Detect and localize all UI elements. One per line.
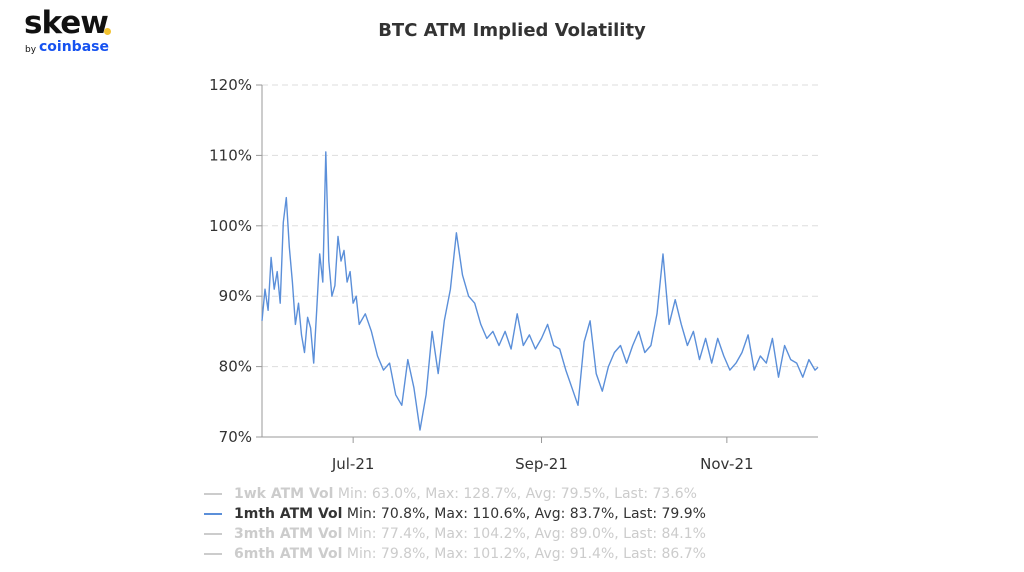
legend-series-stats: Min: 79.8%, Max: 101.2%, Avg: 91.4%, Las… [346,546,706,562]
y-tick-label: 110% [209,146,252,164]
series-line-1mth-atm-vol [261,151,819,431]
legend-swatch [204,493,222,495]
legend-swatch [204,553,222,555]
legend-item[interactable]: 1wk ATM Vol Min: 63.0%, Max: 128.7%, Avg… [204,484,824,504]
legend-item[interactable]: 6mth ATM Vol Min: 79.8%, Max: 101.2%, Av… [204,544,824,564]
legend-item[interactable]: 1mth ATM Vol Min: 70.8%, Max: 110.6%, Av… [204,504,824,524]
legend-text: 1mth ATM Vol Min: 70.8%, Max: 110.6%, Av… [234,504,706,524]
x-tick-label: Sep-21 [515,455,568,473]
series-layer [261,151,819,431]
legend-swatch [204,533,222,535]
legend-swatch [204,513,222,515]
logo-brand-text: coinbase [39,39,109,55]
legend-series-name: 6mth ATM Vol [234,546,343,562]
legend-series-stats: Min: 70.8%, Max: 110.6%, Avg: 83.7%, Las… [346,506,706,522]
chart-title: BTC ATM Implied Volatility [378,20,646,41]
x-tick-label: Nov-21 [700,455,753,473]
logo-dot [104,28,111,35]
legend-series-stats: Min: 63.0%, Max: 128.7%, Avg: 79.5%, Las… [337,486,697,502]
legend-text: 6mth ATM Vol Min: 79.8%, Max: 101.2%, Av… [234,544,706,564]
legend-series-name: 1wk ATM Vol [234,486,334,502]
legend-item[interactable]: 3mth ATM Vol Min: 77.4%, Max: 104.2%, Av… [204,524,824,544]
legend-series-name: 3mth ATM Vol [234,526,343,542]
x-tick-label: Jul-21 [331,455,375,473]
y-tick-label: 90% [219,287,252,305]
chart-legend: 1wk ATM Vol Min: 63.0%, Max: 128.7%, Avg… [204,484,824,564]
logo-wordmark: skew [24,5,109,41]
y-tick-label: 100% [209,217,252,235]
y-tick-label: 70% [219,428,252,446]
skew-logo: skew by coinbase [24,6,144,60]
axes: 70% 80% 90% 100% 110% 120% Jul-21 Sep-21 Nov-21 [209,76,818,473]
legend-series-name: 1mth ATM Vol [234,506,343,522]
legend-text: 1wk ATM Vol Min: 63.0%, Max: 128.7%, Avg… [234,484,697,504]
y-tick-label: 120% [209,76,252,94]
gridlines [262,84,818,368]
y-tick-label: 80% [219,358,252,376]
legend-text: 3mth ATM Vol Min: 77.4%, Max: 104.2%, Av… [234,524,706,544]
logo-by-text: by [25,45,37,55]
legend-series-stats: Min: 77.4%, Max: 104.2%, Avg: 89.0%, Las… [346,526,706,542]
